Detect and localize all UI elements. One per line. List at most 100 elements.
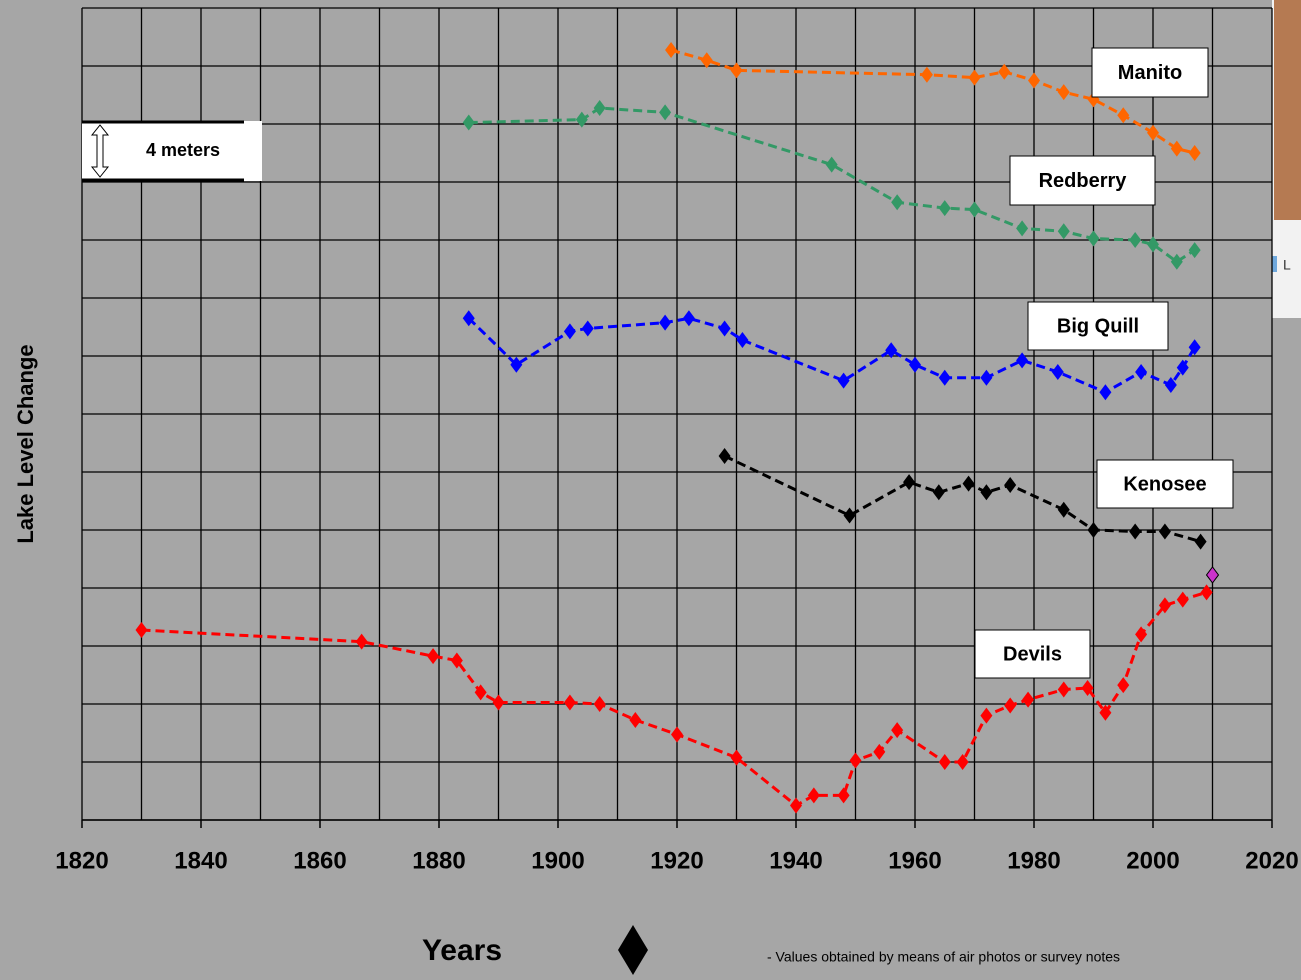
series-label-box <box>1096 459 1234 509</box>
x-tick-label: 1960 <box>888 847 941 874</box>
series-line <box>468 106 1196 264</box>
data-point <box>1081 680 1094 697</box>
data-point <box>492 694 505 711</box>
inset-label: L <box>1283 257 1291 273</box>
data-point <box>1129 232 1142 248</box>
x-tick-label: 2020 <box>1245 847 1298 874</box>
inset-icon <box>1272 256 1277 272</box>
data-point <box>837 372 850 389</box>
series-label-box <box>1091 47 1209 98</box>
data-point <box>968 69 981 86</box>
data-point <box>807 787 820 804</box>
data-point <box>1057 681 1070 698</box>
series-label: Kenosee <box>1123 473 1206 495</box>
data-point <box>659 314 672 331</box>
data-point <box>938 754 951 770</box>
data-point <box>968 201 981 218</box>
data-point <box>932 484 945 501</box>
data-point <box>1004 477 1017 494</box>
data-point <box>593 100 606 117</box>
data-point <box>1176 591 1189 608</box>
legend-note: - Values obtained by means of air photos… <box>767 949 1120 965</box>
data-point <box>1028 72 1040 89</box>
x-tick-label: 1840 <box>174 847 227 874</box>
data-point <box>1099 384 1112 401</box>
data-point <box>427 648 440 665</box>
data-point <box>462 310 475 327</box>
data-point <box>510 356 523 373</box>
data-point <box>563 323 576 340</box>
data-point <box>1135 363 1148 380</box>
data-point <box>1188 339 1201 356</box>
data-point <box>581 320 594 337</box>
x-tick-label: 1820 <box>55 847 108 874</box>
y-axis-label: Lake Level Change <box>13 344 38 543</box>
data-point <box>629 711 642 728</box>
data-point <box>873 743 886 760</box>
data-point <box>938 200 951 217</box>
series-label-box <box>1009 155 1156 206</box>
data-point <box>1158 523 1171 540</box>
data-point <box>730 749 743 766</box>
data-point <box>462 114 475 131</box>
data-point <box>1188 242 1201 259</box>
scale-box <box>82 121 262 181</box>
highlight-point <box>1205 566 1220 584</box>
data-point <box>938 369 951 386</box>
data-point <box>671 726 683 743</box>
x-tick-label: 1880 <box>412 847 465 874</box>
series-line <box>467 316 1196 394</box>
data-point <box>1135 626 1148 643</box>
data-point <box>563 694 576 711</box>
data-point <box>1087 230 1100 247</box>
data-point <box>718 320 731 337</box>
data-point <box>998 63 1011 80</box>
x-tick-label: 1920 <box>650 847 703 874</box>
data-point <box>837 787 850 804</box>
data-point <box>1051 363 1064 380</box>
data-point <box>885 342 898 359</box>
inset-map-image <box>1274 0 1301 220</box>
x-tick-label: 1940 <box>769 847 822 874</box>
data-point <box>1087 522 1100 538</box>
data-point <box>718 448 731 465</box>
data-point <box>1016 352 1029 369</box>
data-point <box>1164 377 1177 393</box>
data-point <box>1004 697 1017 714</box>
data-point <box>474 684 487 701</box>
x-tick-label: 1900 <box>531 847 584 874</box>
data-point <box>825 156 838 173</box>
data-point <box>1194 533 1207 550</box>
data-point <box>575 111 588 128</box>
legend-diamond <box>618 925 648 975</box>
data-point <box>980 707 993 724</box>
series-label: Devils <box>1003 643 1062 665</box>
data-point <box>1188 145 1201 161</box>
data-point <box>1158 597 1171 614</box>
data-point <box>1176 359 1189 376</box>
data-point <box>593 696 606 712</box>
data-point <box>736 332 749 349</box>
data-point <box>1147 236 1159 253</box>
data-point <box>849 752 862 769</box>
x-axis-label: Years <box>422 934 502 967</box>
scale-label: 4 meters <box>146 140 220 160</box>
series-label-box <box>1027 301 1169 351</box>
data-point <box>450 652 463 669</box>
data-point <box>980 484 993 501</box>
data-point <box>1057 84 1070 101</box>
data-point <box>700 52 713 69</box>
data-point <box>1117 107 1130 124</box>
data-point <box>730 62 743 79</box>
data-point <box>1057 223 1070 240</box>
data-point <box>1117 677 1130 694</box>
data-point <box>980 369 993 386</box>
data-point <box>1057 501 1070 518</box>
data-point <box>909 356 921 373</box>
data-point <box>843 507 856 524</box>
data-point <box>355 633 368 650</box>
data-point <box>1016 220 1029 237</box>
series-label-box <box>974 629 1091 679</box>
